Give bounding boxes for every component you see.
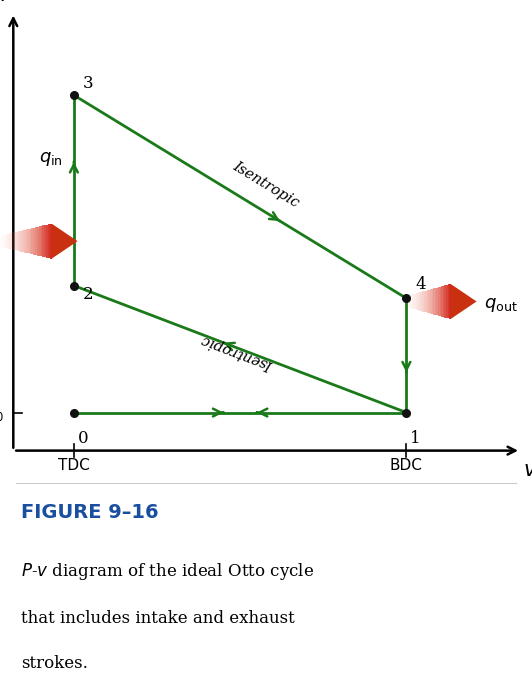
FancyArrow shape — [428, 290, 430, 313]
Text: 2: 2 — [83, 286, 94, 302]
FancyArrow shape — [22, 230, 24, 252]
FancyArrow shape — [443, 286, 444, 317]
Text: $P$: $P$ — [0, 0, 15, 5]
FancyArrow shape — [48, 224, 50, 258]
FancyArrow shape — [30, 228, 31, 254]
FancyArrow shape — [417, 293, 419, 310]
Text: $q_\mathrm{in}$: $q_\mathrm{in}$ — [39, 150, 63, 168]
FancyArrow shape — [411, 295, 412, 309]
Text: $q_\mathrm{out}$: $q_\mathrm{out}$ — [484, 295, 518, 314]
FancyArrow shape — [447, 284, 449, 319]
FancyArrow shape — [415, 293, 417, 310]
Text: strokes.: strokes. — [21, 655, 88, 672]
FancyArrow shape — [431, 289, 433, 314]
FancyArrow shape — [11, 233, 13, 249]
FancyArrow shape — [40, 226, 43, 256]
FancyArrow shape — [433, 288, 435, 314]
FancyArrow shape — [423, 291, 425, 312]
FancyArrow shape — [16, 232, 19, 251]
FancyArrow shape — [24, 230, 26, 253]
Text: $P$-$v$ diagram of the ideal Otto cycle: $P$-$v$ diagram of the ideal Otto cycle — [21, 561, 314, 582]
FancyArrow shape — [9, 233, 11, 249]
FancyArrow shape — [430, 289, 431, 314]
FancyArrow shape — [409, 295, 411, 308]
FancyArrow shape — [26, 230, 28, 253]
FancyArrow shape — [446, 285, 447, 318]
FancyArrow shape — [43, 225, 44, 257]
FancyArrow shape — [422, 291, 423, 312]
FancyArrow shape — [19, 231, 20, 251]
FancyArrow shape — [35, 228, 37, 255]
FancyArrow shape — [13, 232, 15, 250]
FancyArrow shape — [425, 290, 427, 312]
FancyArrow shape — [15, 232, 16, 251]
FancyArrow shape — [39, 226, 40, 256]
Text: $v$: $v$ — [523, 461, 532, 480]
Text: $P_0$: $P_0$ — [0, 402, 4, 423]
FancyArrow shape — [28, 229, 30, 253]
FancyArrow shape — [419, 293, 420, 311]
FancyArrow shape — [439, 286, 441, 316]
Text: Isentropic: Isentropic — [200, 332, 275, 372]
Text: BDC: BDC — [390, 458, 423, 472]
FancyArrow shape — [436, 288, 438, 316]
FancyArrow shape — [46, 225, 48, 258]
Text: 1: 1 — [410, 430, 421, 447]
FancyArrow shape — [37, 227, 39, 256]
FancyArrow shape — [33, 228, 35, 255]
FancyArrow shape — [420, 292, 422, 311]
FancyArrow shape — [451, 284, 477, 319]
FancyArrow shape — [438, 287, 439, 316]
Text: 0: 0 — [78, 430, 88, 447]
Text: TDC: TDC — [58, 458, 90, 472]
FancyArrow shape — [50, 224, 52, 258]
FancyArrow shape — [427, 290, 428, 313]
Text: that includes intake and exhaust: that includes intake and exhaust — [21, 610, 295, 627]
Text: 4: 4 — [415, 276, 426, 293]
FancyArrow shape — [412, 294, 414, 309]
Text: FIGURE 9–16: FIGURE 9–16 — [21, 503, 159, 522]
FancyArrow shape — [4, 234, 5, 248]
FancyArrow shape — [441, 286, 443, 316]
FancyArrow shape — [5, 234, 7, 248]
FancyArrow shape — [7, 234, 9, 248]
FancyArrow shape — [444, 286, 446, 318]
FancyArrow shape — [52, 224, 78, 258]
FancyArrow shape — [414, 293, 415, 309]
Text: Isentropic: Isentropic — [230, 159, 302, 210]
FancyArrow shape — [31, 228, 33, 254]
FancyArrow shape — [20, 231, 22, 251]
Text: 3: 3 — [83, 75, 94, 92]
FancyArrow shape — [435, 288, 436, 315]
FancyArrow shape — [449, 284, 451, 319]
FancyArrow shape — [44, 225, 46, 258]
